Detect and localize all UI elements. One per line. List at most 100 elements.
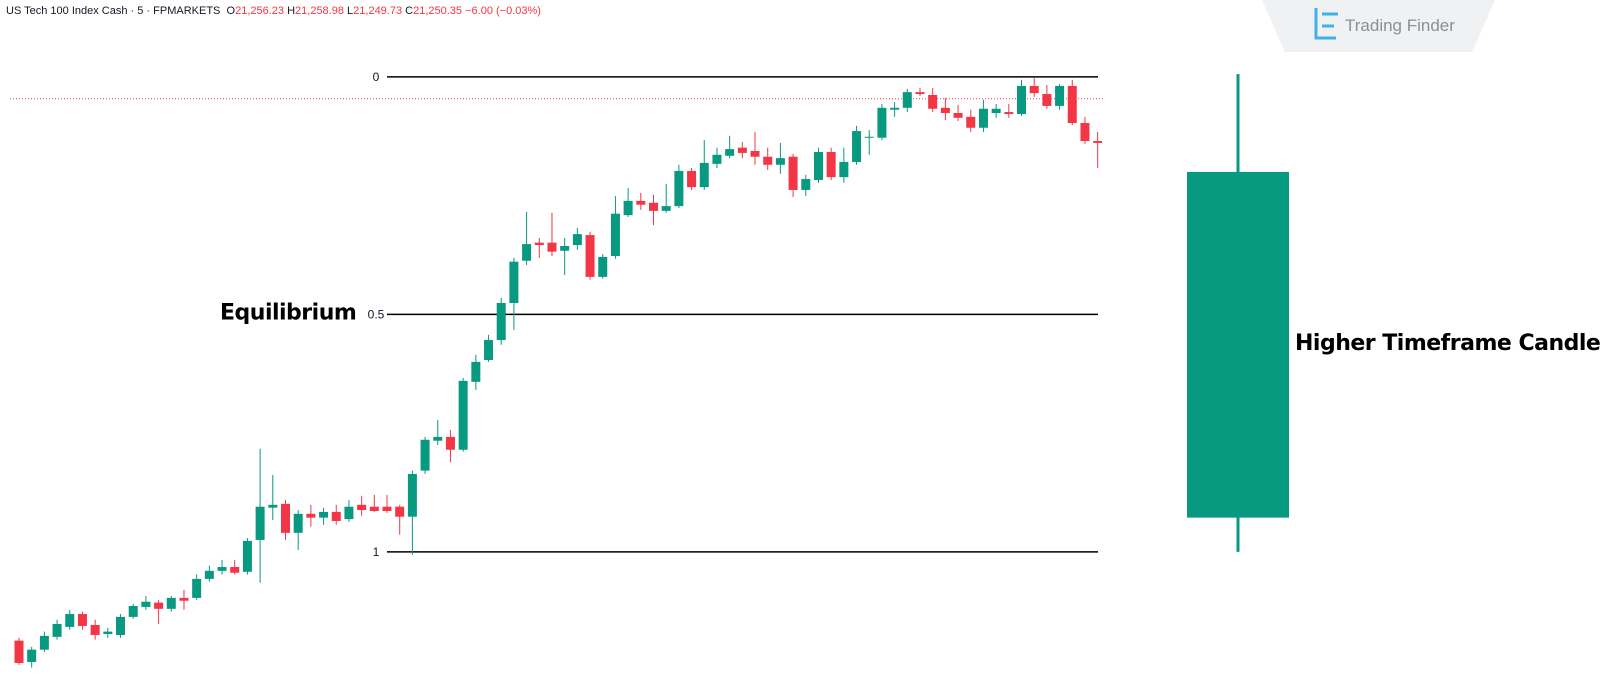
candle-body — [344, 506, 354, 520]
candle-body — [52, 624, 62, 637]
candle-body — [509, 261, 519, 303]
candle-body — [77, 614, 87, 626]
candle-body — [826, 151, 836, 178]
candle-body — [204, 570, 214, 579]
candle-body — [1080, 122, 1090, 142]
candle-body — [268, 504, 278, 508]
candle-body — [623, 200, 633, 216]
candle-body — [319, 511, 329, 518]
candle-body — [928, 94, 938, 109]
candle-body — [166, 597, 176, 609]
ohlc-value: 21,256.23 — [235, 5, 285, 17]
candle-body — [1067, 85, 1077, 123]
candle-body — [572, 234, 582, 246]
level-label: 0.5 — [368, 307, 385, 321]
candle-body — [890, 107, 900, 110]
candle-body — [953, 113, 963, 118]
equilibrium-label: Equilibrium — [220, 300, 356, 325]
candle-body — [699, 162, 709, 188]
candle-body — [1187, 171, 1289, 518]
candle-body — [750, 151, 760, 157]
candle-body — [154, 602, 164, 609]
candle-body — [610, 213, 620, 256]
candle-body — [471, 361, 481, 382]
candle-body — [534, 242, 544, 246]
candle-body — [763, 156, 773, 165]
ohlc-value: 21,249.73 — [353, 5, 403, 17]
candle-body — [598, 256, 608, 277]
candle-body — [725, 149, 735, 156]
symbol-header: US Tech 100 Index Cash · 5 · FPMARKETS O… — [6, 5, 541, 17]
candle-body — [280, 503, 290, 533]
candle-body — [217, 567, 227, 571]
candle-body — [230, 567, 240, 573]
candle-body — [1093, 141, 1103, 143]
candle-body — [14, 640, 24, 663]
candle-body — [90, 624, 100, 635]
candle-body — [103, 631, 113, 634]
candle-body — [547, 242, 557, 252]
candle-body — [636, 200, 646, 205]
candle-body — [420, 439, 430, 471]
candle-body — [116, 616, 126, 635]
candle-body — [775, 158, 785, 165]
level-label: 0 — [373, 70, 380, 84]
htf-label: Higher Timeframe Candle — [1295, 331, 1600, 356]
candle-body — [864, 136, 874, 138]
candle-body — [991, 108, 1001, 114]
candle-body — [801, 179, 811, 190]
candle-body — [179, 597, 189, 601]
candle-body — [1029, 85, 1039, 94]
brand-logo — [1314, 8, 1338, 40]
candle-body — [737, 147, 747, 153]
candle-body — [395, 506, 405, 517]
candle-body — [585, 235, 595, 277]
candle-body — [27, 649, 37, 663]
candle-body — [369, 506, 379, 511]
candle-body — [813, 151, 823, 180]
candle-body — [39, 635, 49, 650]
candle-body — [484, 340, 494, 360]
candle-body — [255, 506, 265, 540]
brand-name: Trading Finder — [1345, 16, 1455, 35]
candle-body — [331, 511, 341, 521]
candle-body — [382, 506, 392, 511]
candle-body — [661, 206, 671, 211]
candle-body — [966, 116, 976, 128]
candle-body — [293, 513, 303, 533]
candle-body — [65, 614, 75, 627]
candle-body — [141, 601, 151, 607]
ohlc-key: L — [347, 5, 354, 17]
ohlc-key: C — [405, 5, 414, 17]
candle-body — [1004, 112, 1014, 114]
candle-body — [128, 605, 138, 617]
candle-body — [1055, 85, 1065, 106]
ohlc-value: 21,258.98 — [295, 5, 344, 17]
candle-body — [649, 202, 658, 211]
ohlc-value: 21,250.35 — [413, 5, 463, 17]
candle-body — [522, 244, 532, 261]
candle-body — [902, 92, 912, 108]
candle-body — [915, 92, 925, 95]
candle-body — [940, 107, 950, 114]
candle-body — [877, 107, 887, 138]
candle-body — [445, 436, 455, 450]
candle-body — [433, 436, 443, 441]
ohlc-key: H — [287, 5, 296, 17]
ohlc-key: O — [226, 5, 236, 17]
candle-body — [458, 380, 468, 450]
candle-body — [407, 473, 417, 517]
candle-body — [852, 131, 862, 162]
candle-body — [674, 170, 684, 207]
candle-body — [1017, 85, 1027, 114]
candle-body — [1042, 94, 1052, 106]
level-label: 1 — [373, 545, 380, 559]
candle-body — [357, 504, 367, 511]
candle-body — [242, 540, 252, 572]
candle-body — [788, 156, 798, 190]
candle-body — [839, 161, 849, 178]
symbol: US Tech 100 Index Cash · 5 · FPMARKETS — [6, 5, 221, 17]
change: −6.00 (−0.03%) — [465, 5, 541, 17]
